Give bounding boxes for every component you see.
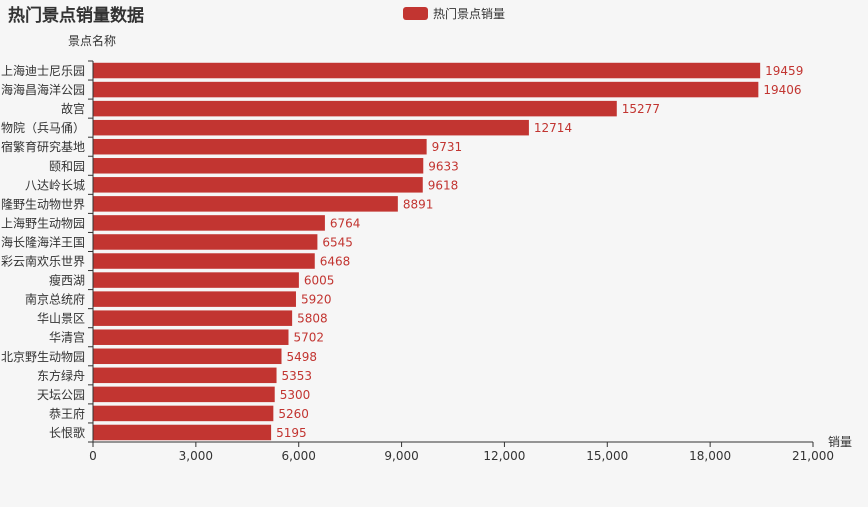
bar: [93, 367, 277, 384]
bar: [93, 215, 325, 231]
bar: [93, 272, 299, 288]
bar: [93, 177, 423, 193]
bar-value-label: 5702: [293, 331, 324, 345]
y-tick-label: 南京总统府: [25, 292, 85, 307]
legend[interactable]: 热门景点销量: [403, 6, 505, 21]
bar: [93, 329, 289, 345]
legend-label[interactable]: 热门景点销量: [433, 6, 505, 21]
bar-value-label: 6764: [330, 216, 361, 230]
bar: [93, 138, 427, 155]
x-tick-label: 9,000: [384, 449, 418, 463]
y-tick-label: 瘦西湖: [49, 273, 85, 288]
y-tick-label: 东方绿舟: [37, 368, 85, 383]
y-tick-label: 上海野生动物园: [1, 215, 85, 230]
x-tick-label: 6,000: [282, 449, 316, 463]
bar: [93, 253, 315, 269]
y-axis-name: 景点名称: [68, 33, 116, 48]
y-tick-label: 上海迪士尼乐园: [1, 63, 85, 78]
y-tick-label: 海海昌海洋公园: [1, 82, 85, 97]
x-tick-label: 18,000: [689, 449, 731, 463]
bar-value-label: 15277: [622, 102, 660, 116]
bar-value-label: 19459: [765, 64, 803, 78]
bar-value-label: 6468: [320, 255, 351, 269]
y-tick-label: 长恨歌: [49, 425, 85, 440]
bar-value-label: 5353: [282, 369, 313, 383]
bar-value-label: 6545: [322, 235, 353, 249]
bar: [93, 158, 424, 174]
bar: [93, 196, 398, 212]
bar: [93, 62, 761, 79]
y-tick-label: 颐和园: [49, 159, 85, 173]
y-tick-label: 故宫: [61, 101, 85, 116]
bar-value-label: 9633: [428, 159, 459, 173]
y-tick-label: 彩云南欢乐世界: [1, 254, 85, 269]
bar-value-label: 9731: [432, 140, 463, 154]
bar-value-label: 9618: [428, 178, 459, 192]
bar-value-label: 5920: [301, 293, 332, 307]
y-tick-label: 八达岭长城: [25, 178, 85, 192]
y-tick-label: 华山景区: [37, 312, 85, 326]
bar-value-label: 5300: [280, 388, 311, 402]
chart-title: 热门景点销量数据: [8, 5, 144, 26]
x-tick-label: 12,000: [483, 449, 525, 463]
x-tick-label: 21,000: [792, 449, 834, 463]
bar-value-label: 5195: [276, 426, 307, 440]
bar-value-label: 5498: [287, 350, 318, 364]
bar: [93, 310, 293, 326]
bar-value-label: 12714: [534, 121, 572, 135]
bar-value-label: 5260: [278, 407, 309, 421]
x-tick-label: 0: [89, 449, 97, 463]
x-axis-name: 销量: [828, 435, 852, 449]
y-tick-label: 海长隆海洋王国: [1, 234, 85, 249]
bar: [93, 119, 529, 136]
plot-area: 0 3,000 6,000 9,000 12,000 15,000 18,000 21,000…: [1, 60, 834, 463]
bar-value-label: 8891: [403, 197, 434, 211]
y-tick-label: 天坛公园: [37, 388, 85, 402]
y-tick-label: 隆野生动物世界: [1, 196, 85, 211]
y-tick-label: 北京野生动物园: [1, 350, 85, 364]
bar: [93, 348, 282, 365]
y-tick-label: 恭王府: [49, 406, 85, 421]
bar-value-label: 6005: [304, 274, 335, 288]
bar: [93, 386, 275, 403]
y-tick-label: 物院（兵马俑）: [1, 120, 85, 135]
bar-value-label: 5808: [297, 312, 328, 326]
bar: [93, 291, 296, 307]
y-tick-label: 华清宫: [49, 330, 85, 345]
bar: [93, 424, 272, 441]
bar: [93, 100, 617, 117]
bar: [93, 405, 274, 422]
x-tick-label: 3,000: [179, 449, 213, 463]
bar: [93, 234, 318, 250]
legend-swatch[interactable]: [403, 7, 428, 20]
y-tick-label: 宿繁育研究基地: [1, 139, 85, 154]
bar: [93, 81, 759, 98]
bar-value-label: 19406: [763, 83, 801, 97]
x-tick-label: 15,000: [586, 449, 628, 463]
